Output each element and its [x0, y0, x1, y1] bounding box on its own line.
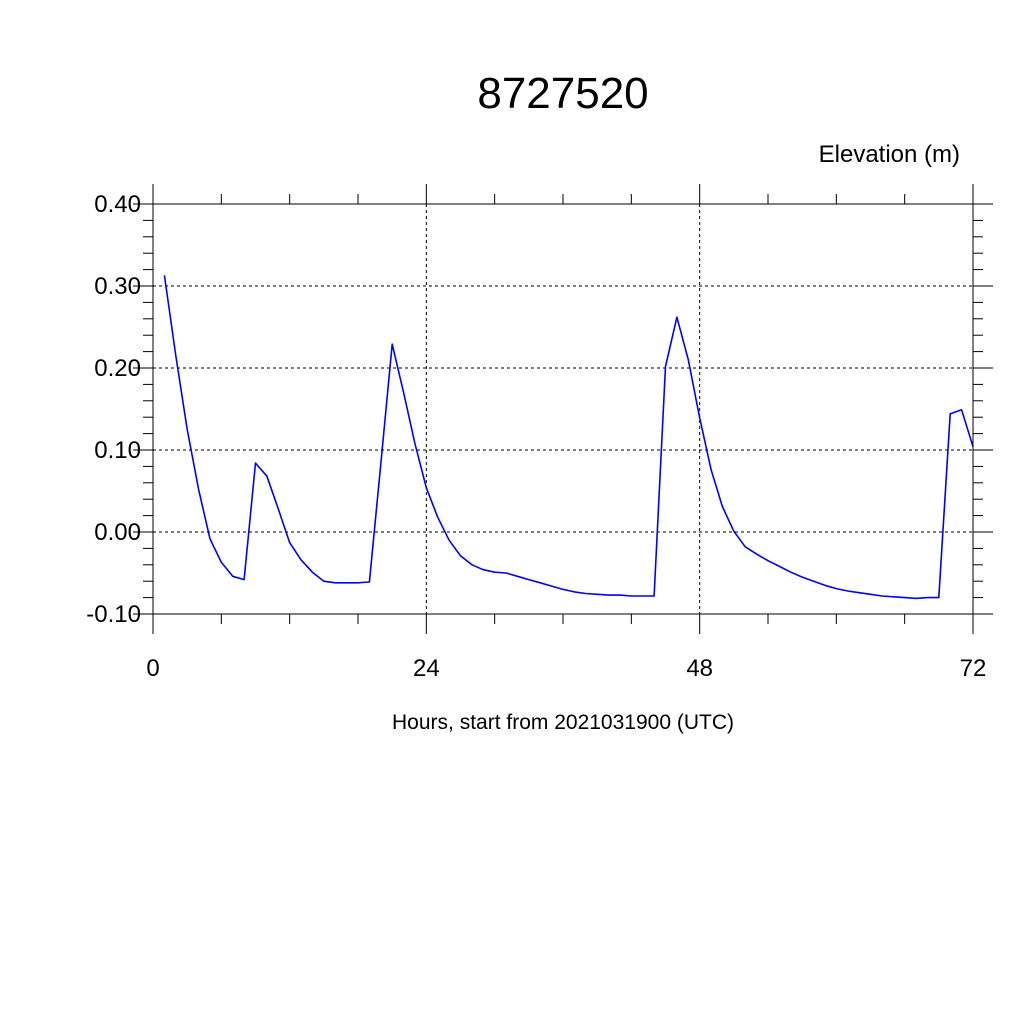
x-tick-label: 72: [960, 655, 987, 682]
tick-labels: -0.10 0.00 0.10 0.20 0.30 0.40 0 24 48 72: [86, 191, 986, 682]
y-tick-label: 0.40: [94, 191, 141, 218]
y-tick-label: 0.20: [94, 355, 141, 382]
chart-title: 8727520: [477, 69, 648, 118]
x-axis-label: Hours, start from 2021031900 (UTC): [392, 711, 734, 734]
series-group: [163, 275, 974, 600]
y-axis-label: Elevation (m): [819, 141, 960, 168]
axis-ticks: [133, 184, 993, 634]
y-tick-label: 0.30: [94, 273, 141, 300]
plot-frame: [152, 203, 974, 615]
y-tick-label: 0.00: [94, 519, 141, 546]
x-tick-label: 0: [146, 655, 159, 682]
x-tick-label: 24: [413, 655, 440, 682]
y-tick-label: -0.10: [86, 601, 141, 628]
elevation-series-line: [163, 275, 974, 600]
x-tick-label: 48: [686, 655, 713, 682]
y-tick-label: 0.10: [94, 437, 141, 464]
